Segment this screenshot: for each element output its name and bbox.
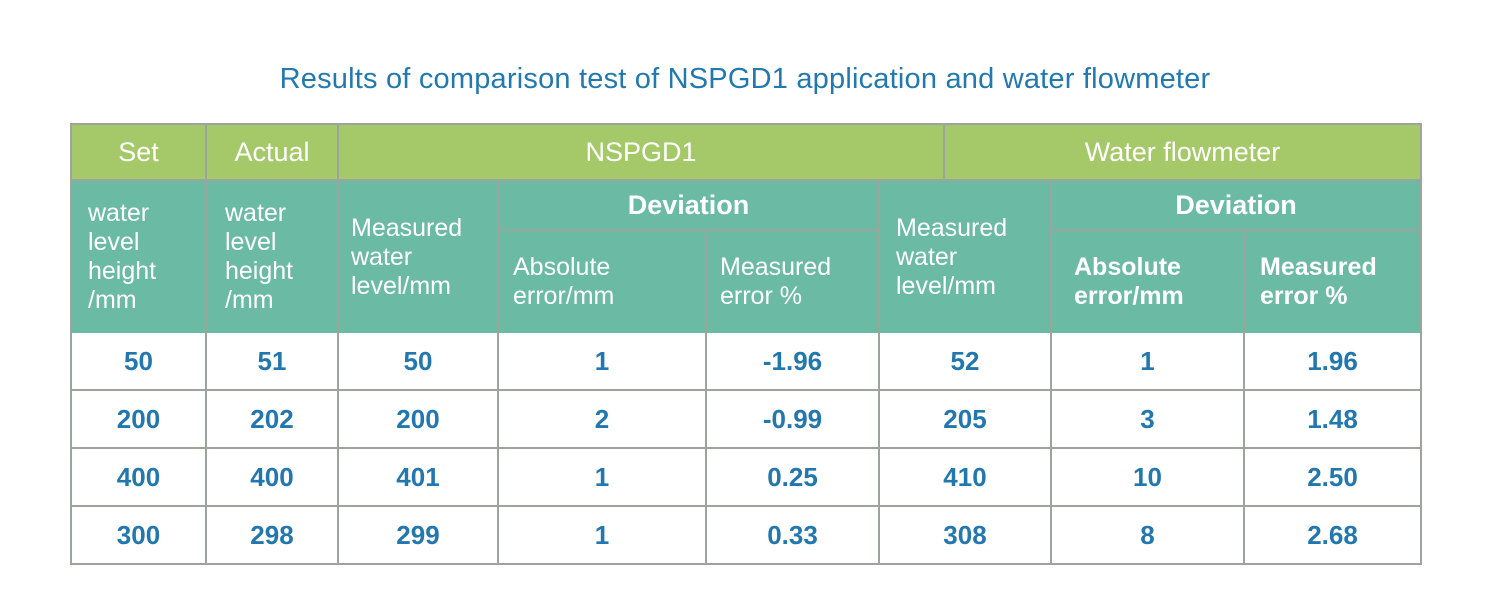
data-cell: 50 <box>339 333 499 389</box>
column-header-flowmeter-measured-error: Measured error % <box>1260 253 1377 310</box>
data-cell: 1.48 <box>1307 403 1358 434</box>
data-cell: 2.50 <box>1307 461 1358 492</box>
data-cell: 400 <box>72 449 207 505</box>
group-header-water-flowmeter: Water flowmeter <box>1084 136 1281 167</box>
group-header-row: Set Actual NSPGD1 Water flowmeter <box>72 125 1420 181</box>
column-header-row: water level height /mm water level heigh… <box>72 181 1420 333</box>
column-header-flowmeter-measured-level: Measured water level/mm <box>880 181 1052 333</box>
column-header-nspgd1-absolute-error: Absolute error/mm <box>499 231 707 333</box>
column-header-nspgd1-measured-level: Measured water level/mm <box>339 181 499 333</box>
data-cell: 1 <box>499 449 707 505</box>
data-cell: 51 <box>207 333 339 389</box>
column-header-nspgd1-measured-error: Measured error % <box>720 253 832 310</box>
column-header-set-water-level: water level height /mm <box>72 181 207 333</box>
column-header-nspgd1-deviation: Deviation <box>499 181 878 231</box>
table-row: 50 51 50 1 -1.96 52 1 1.96 <box>72 333 1420 391</box>
data-cell: 1.96 <box>1307 345 1358 376</box>
data-cell: -0.99 <box>707 391 880 447</box>
data-cell: 50 <box>72 333 207 389</box>
data-cell: 52 <box>880 333 1052 389</box>
data-cell: 400 <box>207 449 339 505</box>
data-cell: 2 <box>499 391 707 447</box>
data-cell: 0.25 <box>707 449 880 505</box>
data-cell: 299 <box>339 507 499 563</box>
table-row: 300 298 299 1 0.33 308 8 2.68 <box>72 507 1420 563</box>
group-header-actual: Actual <box>207 125 339 179</box>
data-cell: 1 <box>499 507 707 563</box>
group-header-nspgd1: NSPGD1 <box>339 125 945 179</box>
results-table: Set Actual NSPGD1 Water flowmeter water … <box>70 123 1422 565</box>
data-cell: 401 <box>339 449 499 505</box>
data-cell: 200 <box>72 391 207 447</box>
flowmeter-deviation-group: Deviation Absolute error/mm Measured err… <box>1052 181 1420 333</box>
table-row: 200 202 200 2 -0.99 205 3 1.48 <box>72 391 1420 449</box>
column-header-flowmeter-deviation: Deviation <box>1052 181 1420 231</box>
data-cell: 308 <box>880 507 1052 563</box>
data-cell: 8 <box>1052 507 1245 563</box>
data-cell: 202 <box>207 391 339 447</box>
group-header-set: Set <box>72 125 207 179</box>
column-header-actual-water-level: water level height /mm <box>207 181 339 333</box>
data-cell: 410 <box>880 449 1052 505</box>
table-row: 400 400 401 1 0.25 410 10 2.50 <box>72 449 1420 507</box>
data-cell: 298 <box>207 507 339 563</box>
column-header-flowmeter-absolute-error: Absolute error/mm <box>1052 231 1245 333</box>
data-cell: 200 <box>339 391 499 447</box>
table-title: Results of comparison test of NSPGD1 app… <box>279 63 1211 95</box>
data-cell: 205 <box>880 391 1052 447</box>
data-cell: 1 <box>499 333 707 389</box>
table-body: 50 51 50 1 -1.96 52 1 1.96 200 202 200 2 -0.99 205 3 1.… <box>72 333 1420 563</box>
data-cell: 1 <box>1052 333 1245 389</box>
data-cell: 10 <box>1052 449 1245 505</box>
data-cell: 3 <box>1052 391 1245 447</box>
data-cell: -1.96 <box>707 333 880 389</box>
data-cell: 0.33 <box>707 507 880 563</box>
nspgd1-deviation-group: Deviation Absolute error/mm Measured err… <box>499 181 880 333</box>
data-cell: 300 <box>72 507 207 563</box>
data-cell: 2.68 <box>1307 519 1358 550</box>
